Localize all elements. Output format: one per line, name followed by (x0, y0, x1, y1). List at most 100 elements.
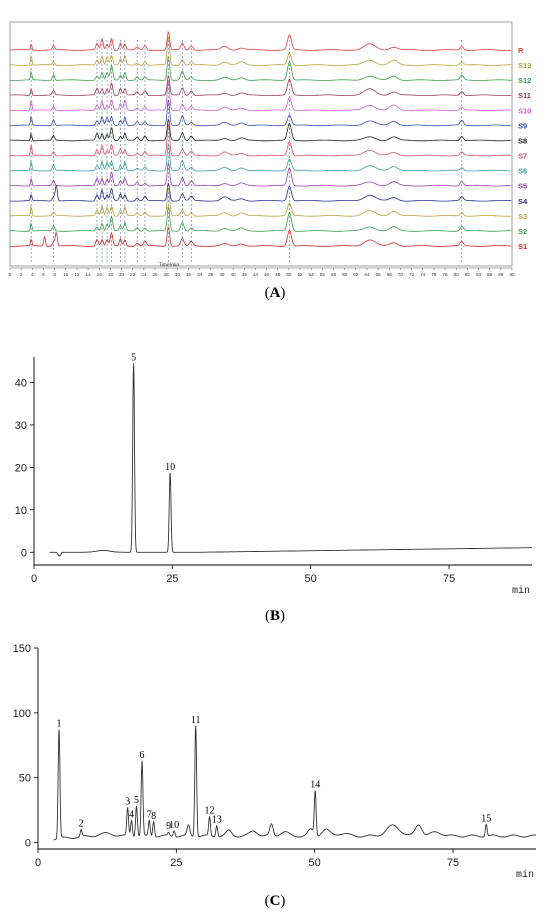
x-tick-label-a: 78 (443, 272, 449, 277)
trace-r (10, 31, 512, 51)
trace-s9 (10, 98, 512, 127)
legend-label-s9: S9 (518, 121, 527, 130)
x-tick-label: 75 (443, 573, 455, 585)
x-tick-label-a: 0 (9, 272, 12, 277)
peak-label: 2 (79, 819, 84, 830)
x-tick-label-a: 14 (86, 272, 92, 277)
peak-label: 11 (191, 715, 201, 726)
trace-s13 (10, 36, 512, 66)
chromatogram-trace (53, 725, 537, 841)
legend-label-s2: S2 (518, 227, 527, 236)
legend-label-s4: S4 (518, 197, 528, 206)
legend-label-s3: S3 (518, 212, 527, 221)
x-tick-label-a: 90 (509, 272, 515, 277)
x-tick-label-a: 64 (364, 272, 370, 277)
x-tick-label-a: 82 (465, 272, 471, 277)
x-tick-label-a: 8 (53, 272, 56, 277)
y-tick-label: 20 (15, 462, 27, 474)
x-tick-label-a: 10 (63, 272, 69, 277)
trace-s11 (10, 74, 512, 96)
x-tick-label: 75 (447, 857, 459, 869)
peak-label: 5 (134, 795, 139, 806)
legend-label-s12: S12 (518, 76, 531, 85)
y-tick-label: 0 (21, 547, 27, 559)
x-axis-label-a: Time/min (159, 263, 180, 269)
x-tick-label-a: 58 (331, 272, 337, 277)
x-tick-label-a: 54 (309, 272, 315, 277)
y-tick-label: 50 (19, 773, 31, 785)
x-tick-label-a: 62 (353, 272, 359, 277)
x-tick-label-a: 20 (119, 272, 125, 277)
chromatogram-trace (49, 363, 532, 557)
x-tick-label-a: 72 (409, 272, 415, 277)
x-tick-label-a: 28 (164, 272, 170, 277)
x-tick-label: 0 (31, 573, 37, 585)
x-tick-label-a: 56 (320, 272, 326, 277)
x-tick-label-a: 76 (431, 272, 437, 277)
peak-label: 7 (147, 809, 152, 820)
trace-s3 (10, 187, 512, 217)
x-tick-label-a: 60 (342, 272, 348, 277)
x-tick-label-a: 80 (454, 272, 460, 277)
x-tick-label: 0 (35, 857, 41, 869)
peak-label: 3 (125, 797, 130, 808)
trace-s1 (9, 225, 512, 247)
x-tick-label-a: 32 (186, 272, 192, 277)
x-tick-label-a: 88 (498, 272, 504, 277)
y-tick-label: 10 (15, 505, 27, 517)
x-tick-label: 50 (305, 573, 317, 585)
y-tick-label: 100 (13, 708, 31, 720)
legend-label-r: R (518, 46, 524, 55)
x-tick-label-a: 86 (487, 272, 493, 277)
panel-label-a: (A) (264, 285, 286, 301)
x-tick-label-a: 16 (97, 272, 103, 277)
x-tick-label: 25 (166, 573, 178, 585)
y-tick-label: 150 (13, 643, 31, 655)
x-tick-label-a: 22 (130, 272, 136, 277)
peak-label: 9 (166, 821, 171, 832)
x-tick-label-a: 84 (476, 272, 482, 277)
y-tick-label: 30 (15, 420, 27, 432)
x-tick-label-a: 38 (219, 272, 225, 277)
legend-label-s7: S7 (518, 152, 527, 161)
trace-s12 (10, 55, 512, 81)
x-tick-label: 50 (309, 857, 321, 869)
peak-label: 6 (140, 750, 145, 761)
x-tick-label-a: 6 (42, 272, 45, 277)
trace-s7 (10, 124, 512, 157)
peak-label: 10 (169, 820, 179, 831)
x-tick-label-a: 70 (398, 272, 404, 277)
x-tick-label-a: 34 (197, 272, 203, 277)
legend-label-s6: S6 (518, 167, 527, 176)
trace-s5 (10, 161, 512, 187)
plot-frame-a (9, 21, 513, 267)
peak-label: 1 (57, 719, 62, 730)
x-tick-label-a: 12 (74, 272, 80, 277)
x-tick-label-a: 74 (420, 272, 426, 277)
x-tick-label-a: 68 (387, 272, 393, 277)
peak-label: 5 (131, 352, 136, 363)
x-tick-label-a: 26 (152, 272, 158, 277)
panel-label-c: (C) (264, 893, 286, 909)
x-tick-label: 25 (170, 857, 182, 869)
trace-s4 (10, 182, 512, 202)
x-axis-label: min (512, 585, 530, 595)
x-tick-label-a: 24 (141, 272, 147, 277)
x-tick-label-a: 66 (376, 272, 382, 277)
panel-label-b: (B) (264, 608, 285, 624)
peak-label: 4 (129, 809, 134, 820)
trace-s6 (9, 142, 512, 172)
peak-label: 10 (165, 462, 175, 473)
legend-label-s10: S10 (518, 106, 531, 115)
trace-s10 (10, 80, 512, 112)
legend-label-s1: S1 (518, 242, 527, 251)
x-tick-label-a: 50 (286, 272, 292, 277)
y-tick-label: 0 (25, 838, 31, 850)
legend-label-s13: S13 (518, 61, 531, 70)
x-tick-label-a: 48 (275, 272, 281, 277)
trace-s8 (10, 118, 512, 142)
legend-label-s5: S5 (518, 182, 527, 191)
peak-label: 12 (205, 806, 215, 817)
y-tick-label: 40 (15, 377, 27, 389)
